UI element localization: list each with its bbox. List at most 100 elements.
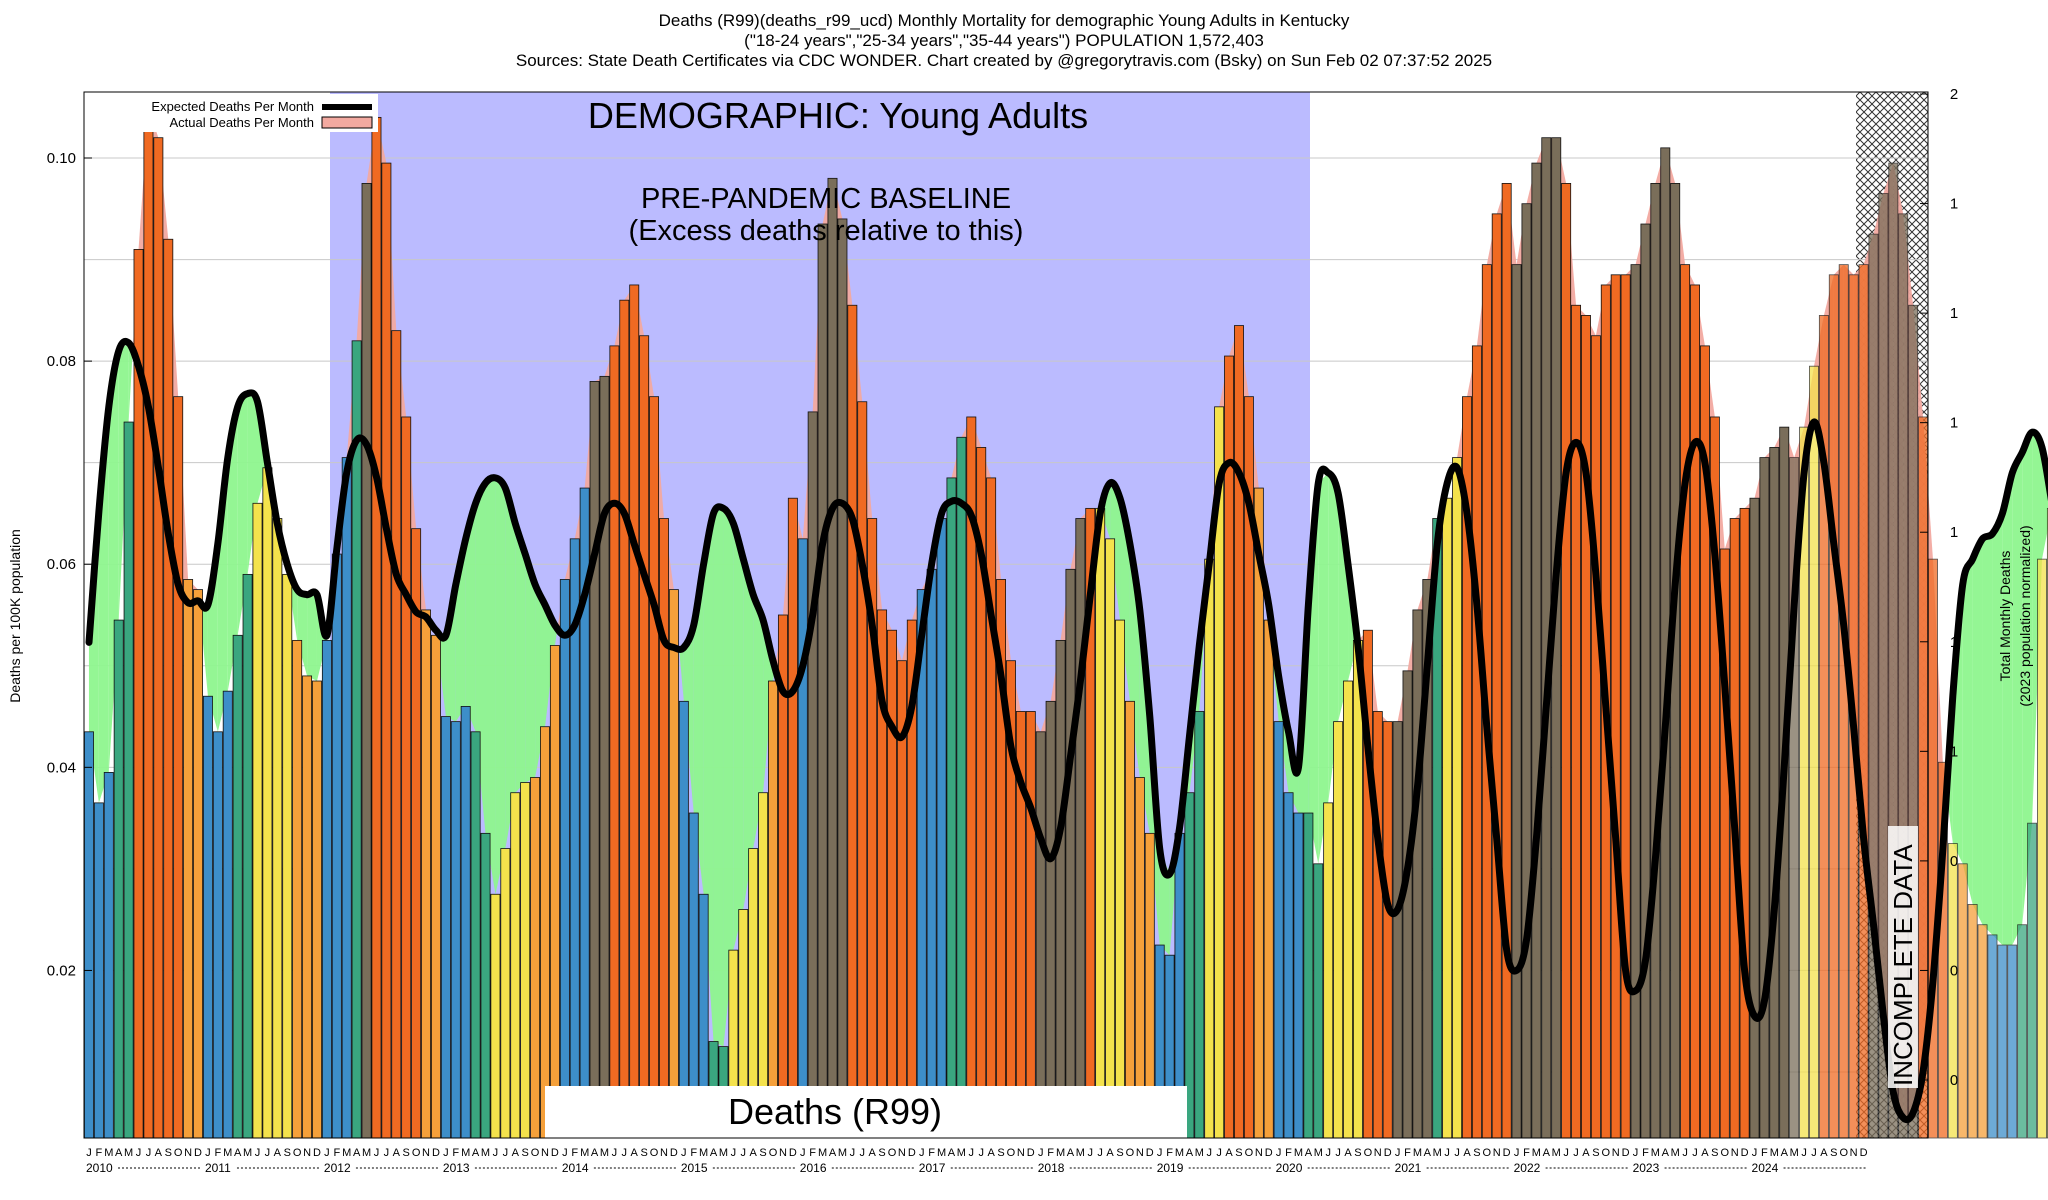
month-tick-label: A: [1662, 1147, 1670, 1159]
month-tick-label: A: [1106, 1147, 1114, 1159]
month-tick-label: O: [412, 1147, 421, 1159]
month-tick-label: D: [551, 1147, 559, 1159]
month-tick-label: O: [1483, 1147, 1492, 1159]
actual-bar: [609, 345, 620, 1139]
actual-bar: [401, 416, 412, 1139]
actual-bar: [1382, 721, 1393, 1139]
month-tick-label: J: [1335, 1147, 1341, 1159]
deficit-fill: [2002, 472, 2013, 946]
actual-bar: [193, 589, 203, 1139]
deficit-fill: [108, 350, 119, 773]
month-tick-label: M: [699, 1147, 708, 1159]
month-tick-label: M: [104, 1147, 113, 1159]
month-tick-label: O: [293, 1147, 302, 1159]
actual-bar: [222, 690, 233, 1139]
month-tick-label: N: [422, 1147, 430, 1159]
month-tick-label: O: [174, 1147, 183, 1159]
actual-bar: [549, 645, 560, 1139]
legend-actual-label: Actual Deaths Per Month: [169, 115, 314, 130]
month-tick-label: A: [472, 1147, 480, 1159]
month-tick-label: J: [562, 1147, 568, 1159]
month-tick-label: M: [461, 1147, 470, 1159]
actual-bar: [460, 706, 471, 1139]
expected-deaths-line: [85, 337, 2048, 1124]
month-tick-label: S: [1592, 1147, 1599, 1159]
deficit-fill: [1318, 472, 1329, 864]
demographic-label: DEMOGRAPHIC: Young Adults: [588, 95, 1088, 136]
month-tick-label: N: [1255, 1147, 1263, 1159]
month-tick-label: M: [937, 1147, 946, 1159]
actual-bar: [1868, 233, 1879, 1139]
actual-bar: [1323, 802, 1334, 1139]
month-tick-label: S: [403, 1147, 410, 1159]
month-tick-label: S: [1473, 1147, 1480, 1159]
actual-bar: [1759, 457, 1770, 1139]
month-tick-label: A: [1067, 1147, 1075, 1159]
actual-bar: [926, 568, 937, 1139]
month-tick-label: J: [1692, 1147, 1698, 1159]
month-tick-label: J: [1088, 1147, 1094, 1159]
month-tick-label: J: [1573, 1147, 1579, 1159]
legend-actual-swatch: [321, 116, 373, 129]
actual-bar: [1234, 325, 1244, 1139]
month-tick-label: J: [919, 1147, 925, 1159]
month-tick-label: A: [987, 1147, 995, 1159]
month-tick-label: M: [580, 1147, 589, 1159]
deficit-fill: [1992, 513, 2003, 946]
month-tick-label: D: [194, 1147, 202, 1159]
actual-bar: [1204, 558, 1215, 1139]
deficit-fill: [1199, 570, 1209, 712]
month-tick-label: M: [1552, 1147, 1561, 1159]
actual-bar: [837, 218, 848, 1139]
chart-title: Deaths (R99)(deaths_r99_ucd) Monthly Mor…: [659, 11, 1350, 30]
month-tick-label: A: [750, 1147, 758, 1159]
actual-bar: [1065, 568, 1076, 1139]
month-tick-label: J: [1682, 1147, 1688, 1159]
deficit-fill: [2022, 432, 2033, 925]
year-tick-label: 2018: [1038, 1161, 1065, 1175]
right-tick-label: 0: [1950, 1072, 1958, 1089]
actual-bar: [153, 137, 164, 1139]
plot-border: [83, 91, 1929, 1139]
right-axis-label-2: (2023 population normalized): [2017, 525, 2033, 706]
actual-bar: [371, 116, 382, 1139]
cause-box: [545, 1086, 1187, 1138]
actual-bar: [520, 782, 531, 1139]
actual-bar: [212, 731, 223, 1139]
actual-bar: [1571, 304, 1582, 1139]
deficit-fill: [465, 503, 476, 732]
year-tick-label: 2020: [1276, 1161, 1303, 1175]
actual-bar: [619, 299, 630, 1139]
month-tick-label: N: [541, 1147, 549, 1159]
actual-bar: [1283, 792, 1294, 1139]
month-tick-label: N: [303, 1147, 311, 1159]
actual-bar: [1035, 731, 1046, 1139]
month-tick-label: N: [779, 1147, 787, 1159]
actual-bar: [262, 467, 273, 1139]
actual-bar: [1124, 700, 1135, 1139]
actual-bar: [351, 340, 362, 1139]
month-tick-label: S: [878, 1147, 885, 1159]
deficit-fill: [679, 647, 684, 702]
legend: Expected Deaths Per Month Actual Deaths …: [86, 94, 378, 132]
deficit-fill: [1962, 559, 1973, 905]
actual-bar: [1997, 944, 2008, 1139]
month-tick-label: A: [710, 1147, 718, 1159]
month-tick-label: J: [622, 1147, 628, 1159]
month-tick-label: N: [184, 1147, 192, 1159]
month-tick-label: O: [1720, 1147, 1729, 1159]
actual-bar: [470, 731, 481, 1139]
month-tick-label: N: [1136, 1147, 1144, 1159]
month-tick-label: M: [243, 1147, 252, 1159]
actual-bar: [797, 538, 808, 1139]
left-axis: 0.02 0.04 0.06 0.08 0.10: [47, 150, 92, 979]
month-tick-label: J: [86, 1147, 92, 1159]
deficit-fill: [713, 508, 724, 1047]
actual-bar: [1095, 507, 1106, 1139]
month-tick-label: N: [1612, 1147, 1620, 1159]
actual-bar: [1412, 609, 1423, 1139]
month-tick-label: O: [1245, 1147, 1254, 1159]
month-tick-label: M: [1433, 1147, 1442, 1159]
month-tick-label: J: [1752, 1147, 1758, 1159]
left-tick-label: 0.04: [47, 759, 76, 776]
